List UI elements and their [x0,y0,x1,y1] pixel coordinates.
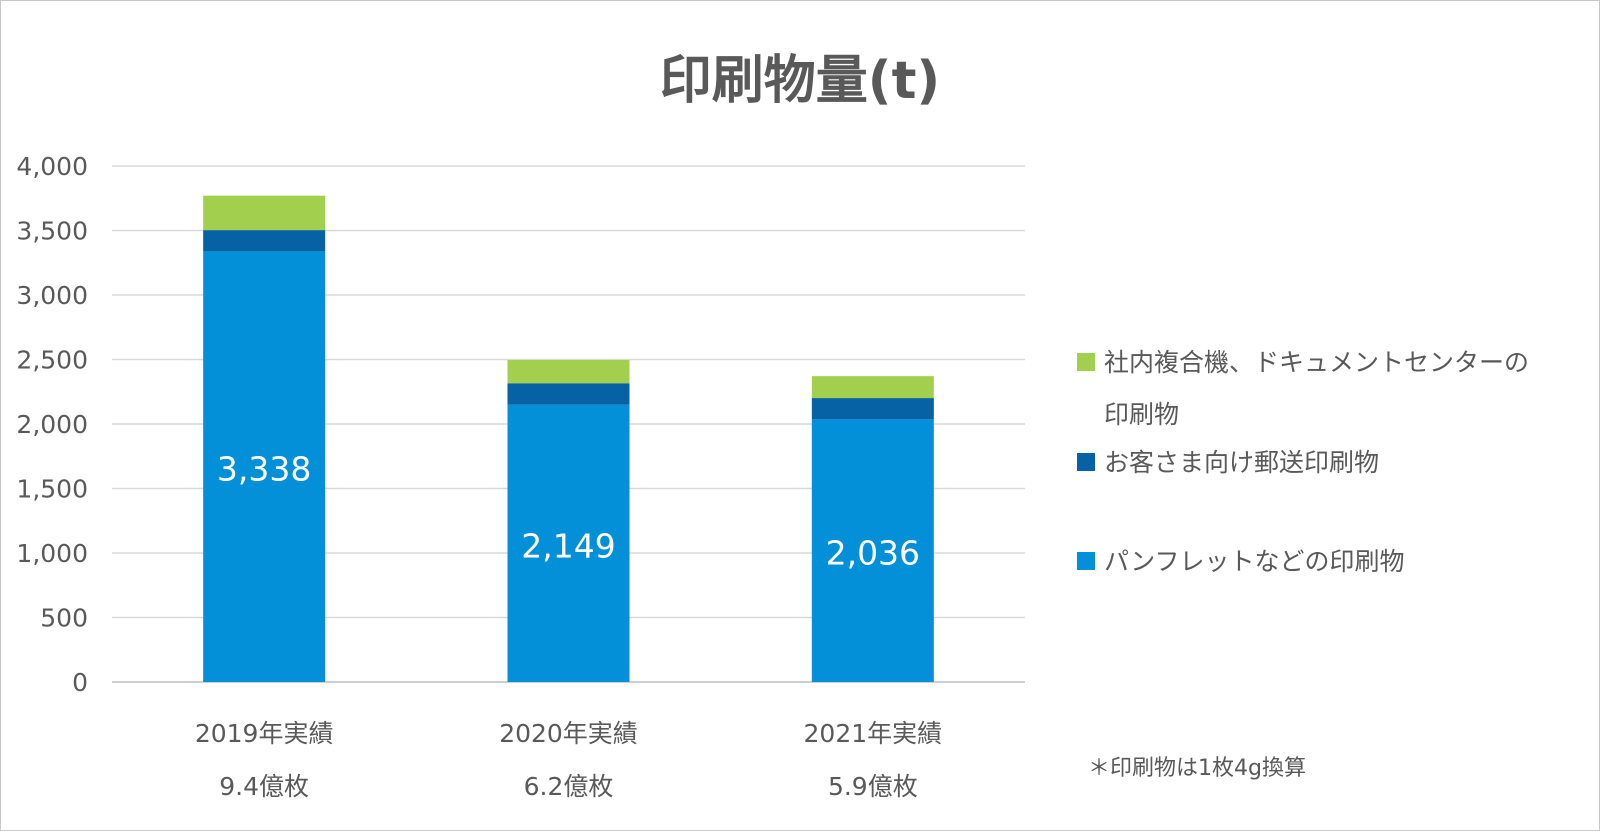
legend-swatch-2 [1077,552,1095,570]
bar-value-label: 2,036 [826,534,920,573]
bar-segment-s2-c1 [507,360,630,384]
bar-segment-s1-c0 [203,230,326,252]
legend-label: パンフレットなどの印刷物 [1104,547,1405,576]
chart-title: 印刷物量(t) [660,51,940,111]
legend-label: 社内複合機、ドキュメントセンターの [1104,348,1529,377]
y-tick-label: 2,000 [16,410,88,439]
bar-segment-s1-c2 [811,398,934,420]
bars: 3,338 2,149 2,036 [203,195,934,682]
bar-value-label: 3,338 [217,450,311,489]
y-tick-label: 3,500 [16,217,88,246]
y-tick-label: 1,500 [16,475,88,504]
x-axis: 2019年実績 9.4億枚 2020年実績 6.2億枚 2021年実績 5.9億枚 [195,719,942,801]
x-category-label: 2020年実績 [499,719,638,748]
x-category-label: 2021年実績 [804,719,943,748]
bar-segment-s2-c2 [811,376,934,399]
legend-swatch-0 [1077,353,1095,371]
bar-segment-s0-c0 [203,251,326,682]
x-category-sublabel: 5.9億枚 [828,772,918,801]
y-tick-label: 2,500 [16,346,88,375]
x-category-sublabel: 6.2億枚 [524,772,614,801]
y-tick-label: 500 [40,604,88,633]
legend-label: お客さま向け郵送印刷物 [1104,448,1379,477]
y-tick-label: 4,000 [16,152,88,181]
legend-swatch-1 [1077,453,1095,471]
x-category-label: 2019年実績 [195,719,334,748]
y-tick-label: 1,000 [16,539,88,568]
bar-value-label: 2,149 [521,526,615,565]
y-tick-label: 0 [72,668,88,697]
chart-annotation: ＊印刷物は1枚4g換算 [1088,756,1306,781]
legend: 社内複合機、ドキュメントセンターの印刷物お客さま向け郵送印刷物パンフレットなどの… [1077,348,1529,576]
bar-segment-s0-c1 [507,404,630,682]
x-category-sublabel: 9.4億枚 [219,772,309,801]
bar-segment-s2-c0 [203,195,326,231]
legend-label: 印刷物 [1104,400,1179,429]
bar-segment-s1-c1 [507,383,630,405]
bar-segment-s0-c2 [811,419,934,682]
y-tick-label: 3,000 [16,281,88,310]
y-axis: 0 500 1,000 1,500 2,000 2,500 3,000 3,500 4,000 [16,152,88,697]
